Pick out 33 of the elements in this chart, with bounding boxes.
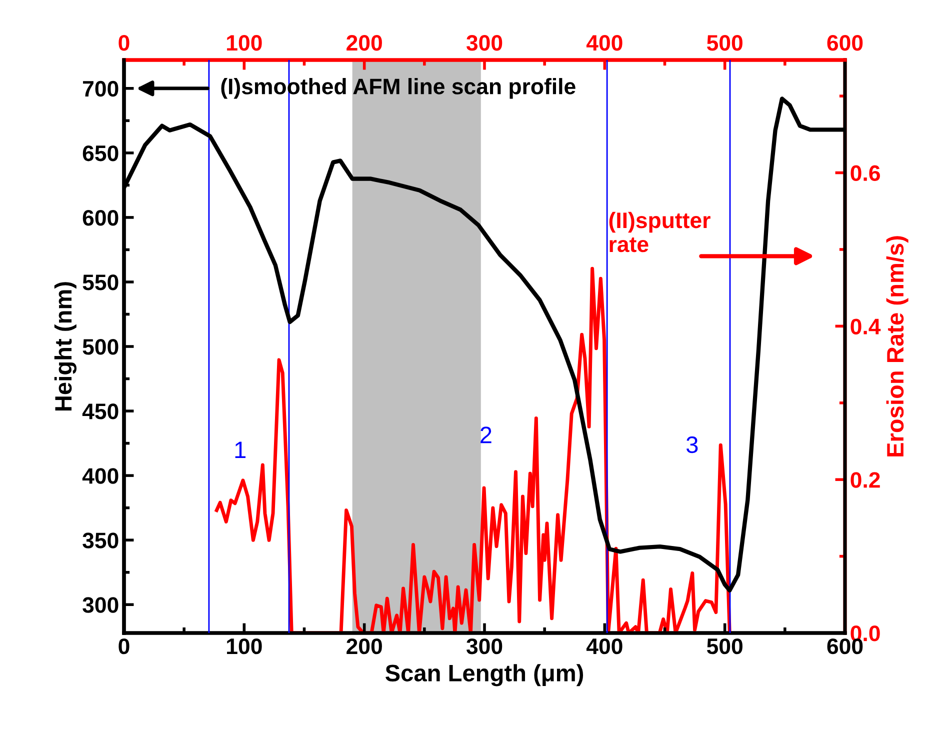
x-tick-label: 300 [466, 638, 502, 654]
y-tick-label: 450 [82, 404, 118, 420]
y-tick-label: 550 [82, 274, 118, 290]
x2-tick-label: 200 [346, 35, 382, 51]
x2-tick-label: 300 [466, 35, 502, 51]
y-tick-label: 300 [82, 597, 118, 613]
y-tick-label: 350 [82, 532, 118, 548]
x2-tick-label: 400 [586, 35, 622, 51]
y-tick-label: 600 [82, 210, 118, 226]
y-tick-label: 400 [82, 468, 118, 484]
x2-tick-label: 600 [827, 35, 863, 51]
x2-tick-label: 100 [227, 35, 262, 51]
line-series [214, 266, 732, 633]
y-tick-label: 650 [82, 145, 118, 162]
y-tick-label: 500 [82, 339, 118, 355]
x-tick-label: 0 [118, 638, 130, 654]
y-tick-label: 700 [83, 80, 118, 97]
x2-tick-label: 0 [118, 35, 130, 51]
y2-tick-label: 0.2 [850, 472, 880, 488]
annotation: 2 [480, 426, 492, 444]
x-tick-label: 500 [706, 638, 742, 654]
x2-tick-label: 500 [706, 35, 742, 51]
y2-axis-title: Erosion Rate (nm/s) [886, 236, 908, 456]
y2-tick-label: 0.6 [850, 165, 880, 182]
annotation: 3 [686, 436, 698, 454]
y-axis-title: Height (nm) [54, 282, 77, 410]
x-tick-label: 100 [227, 638, 262, 654]
x-tick-label: 400 [586, 638, 622, 654]
y2-tick-label: 0.4 [850, 318, 881, 334]
annotation: 1 [235, 442, 246, 458]
x-axis-title: Scan Length (μm) [385, 664, 584, 686]
x-tick-label: 200 [346, 638, 382, 654]
annotation: (II)sputter rate [609, 212, 710, 252]
